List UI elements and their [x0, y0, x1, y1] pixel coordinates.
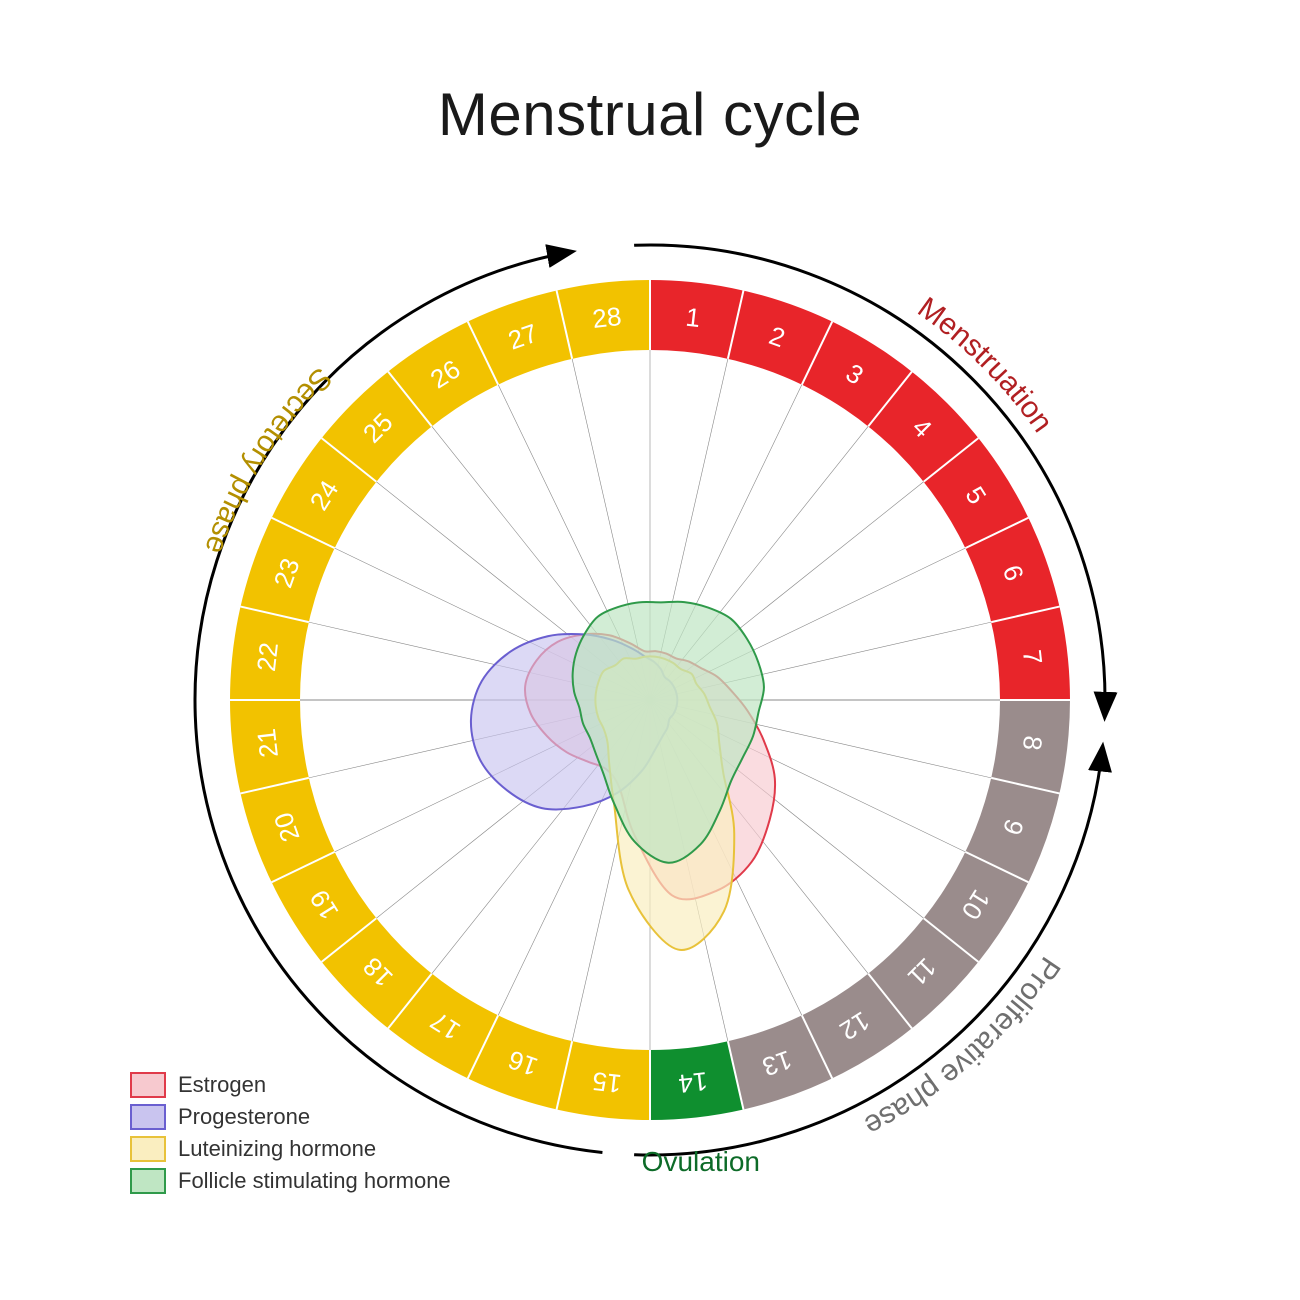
- chart-title: Menstrual cycle: [0, 80, 1300, 149]
- svg-text:15: 15: [591, 1066, 623, 1099]
- svg-text:21: 21: [251, 727, 284, 759]
- legend-item: Progesterone: [130, 1104, 451, 1130]
- legend-swatch: [130, 1104, 166, 1130]
- svg-text:14: 14: [677, 1066, 709, 1099]
- legend-label: Follicle stimulating hormone: [178, 1168, 451, 1194]
- hormone-curves: [471, 602, 775, 950]
- legend-swatch: [130, 1072, 166, 1098]
- legend-item: Follicle stimulating hormone: [130, 1168, 451, 1194]
- legend-label: Progesterone: [178, 1104, 310, 1130]
- legend-swatch: [130, 1168, 166, 1194]
- legend-item: Estrogen: [130, 1072, 451, 1098]
- legend-label: Luteinizing hormone: [178, 1136, 376, 1162]
- phase-label-ovulation: Ovulation: [642, 1146, 760, 1177]
- svg-text:22: 22: [251, 641, 284, 673]
- legend: Estrogen Progesterone Luteinizing hormone F…: [130, 1066, 451, 1200]
- legend-label: Estrogen: [178, 1072, 266, 1098]
- legend-item: Luteinizing hormone: [130, 1136, 451, 1162]
- svg-text:28: 28: [591, 301, 623, 334]
- legend-swatch: [130, 1136, 166, 1162]
